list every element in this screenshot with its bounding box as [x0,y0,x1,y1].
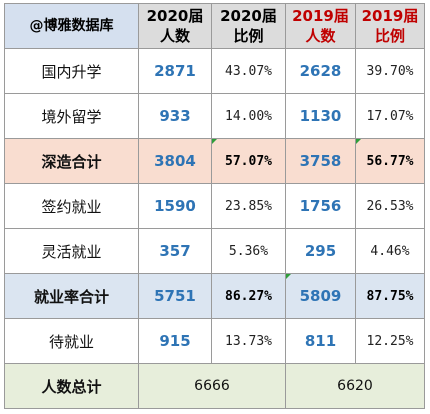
total-2019: 6620 [285,363,425,409]
ratio-2020: 86.27% [211,273,286,319]
count-2019: 3758 [285,138,356,184]
brand-header: @博雅数据库 [4,3,139,49]
count-2020: 1590 [138,183,212,229]
subtotal-row-study: 深造合计 3804 57.07% 3758 56.77% [4,138,425,184]
table-row: 签约就业 1590 23.85% 1756 26.53% [4,183,425,229]
count-2020: 5751 [138,273,212,319]
header-2019-ratio-text: 2019届 比例 [361,7,419,45]
table-row: 国内升学 2871 43.07% 2628 39.70% [4,48,425,94]
row-label: 待就业 [4,318,139,364]
header-2020-ratio: 2020届 比例 [211,3,286,49]
ratio-2020: 57.07% [211,138,286,184]
ratio-2020: 23.85% [211,183,286,229]
ratio-2020: 13.73% [211,318,286,364]
total-row: 人数总计 6666 6620 [4,363,425,409]
ratio-2019: 87.75% [355,273,425,319]
ratio-2019: 56.77% [355,138,425,184]
ratio-2020: 5.36% [211,228,286,274]
ratio-2019: 4.46% [355,228,425,274]
count-2019: 1130 [285,93,356,139]
count-2019: 1756 [285,183,356,229]
row-label: 深造合计 [4,138,139,184]
header-2019-ratio: 2019届 比例 [355,3,425,49]
ratio-2020: 43.07% [211,48,286,94]
header-row: @博雅数据库 2020届 人数 2020届 比例 2019届 人数 2019届 … [4,3,425,49]
ratio-2019: 39.70% [355,48,425,94]
count-2019: 2628 [285,48,356,94]
table-row: 境外留学 933 14.00% 1130 17.07% [4,93,425,139]
table-row: 灵活就业 357 5.36% 295 4.46% [4,228,425,274]
count-2020: 357 [138,228,212,274]
row-label: 境外留学 [4,93,139,139]
header-2020-ratio-text: 2020届 比例 [220,7,277,45]
count-2019: 811 [285,318,356,364]
header-2019-count: 2019届 人数 [285,3,356,49]
count-2019: 5809 [285,273,356,319]
header-2020-count: 2020届 人数 [138,3,212,49]
ratio-2019: 26.53% [355,183,425,229]
ratio-2020: 14.00% [211,93,286,139]
row-label: 就业率合计 [4,273,139,319]
total-label: 人数总计 [4,363,139,409]
count-2019: 295 [285,228,356,274]
row-label: 签约就业 [4,183,139,229]
header-2020-count-text: 2020届 人数 [146,7,204,45]
header-2019-count-text: 2019届 人数 [292,7,349,45]
graduate-destination-table: @博雅数据库 2020届 人数 2020届 比例 2019届 人数 2019届 … [4,3,425,409]
row-label: 国内升学 [4,48,139,94]
total-2020: 6666 [138,363,286,409]
count-2020: 3804 [138,138,212,184]
ratio-2019: 17.07% [355,93,425,139]
count-2020: 933 [138,93,212,139]
count-2020: 2871 [138,48,212,94]
ratio-2019: 12.25% [355,318,425,364]
table-wrapper: @博雅数据库 2020届 人数 2020届 比例 2019届 人数 2019届 … [4,3,425,409]
count-2020: 915 [138,318,212,364]
table-row: 待就业 915 13.73% 811 12.25% [4,318,425,364]
row-label: 灵活就业 [4,228,139,274]
subtotal-row-employment: 就业率合计 5751 86.27% 5809 87.75% [4,273,425,319]
